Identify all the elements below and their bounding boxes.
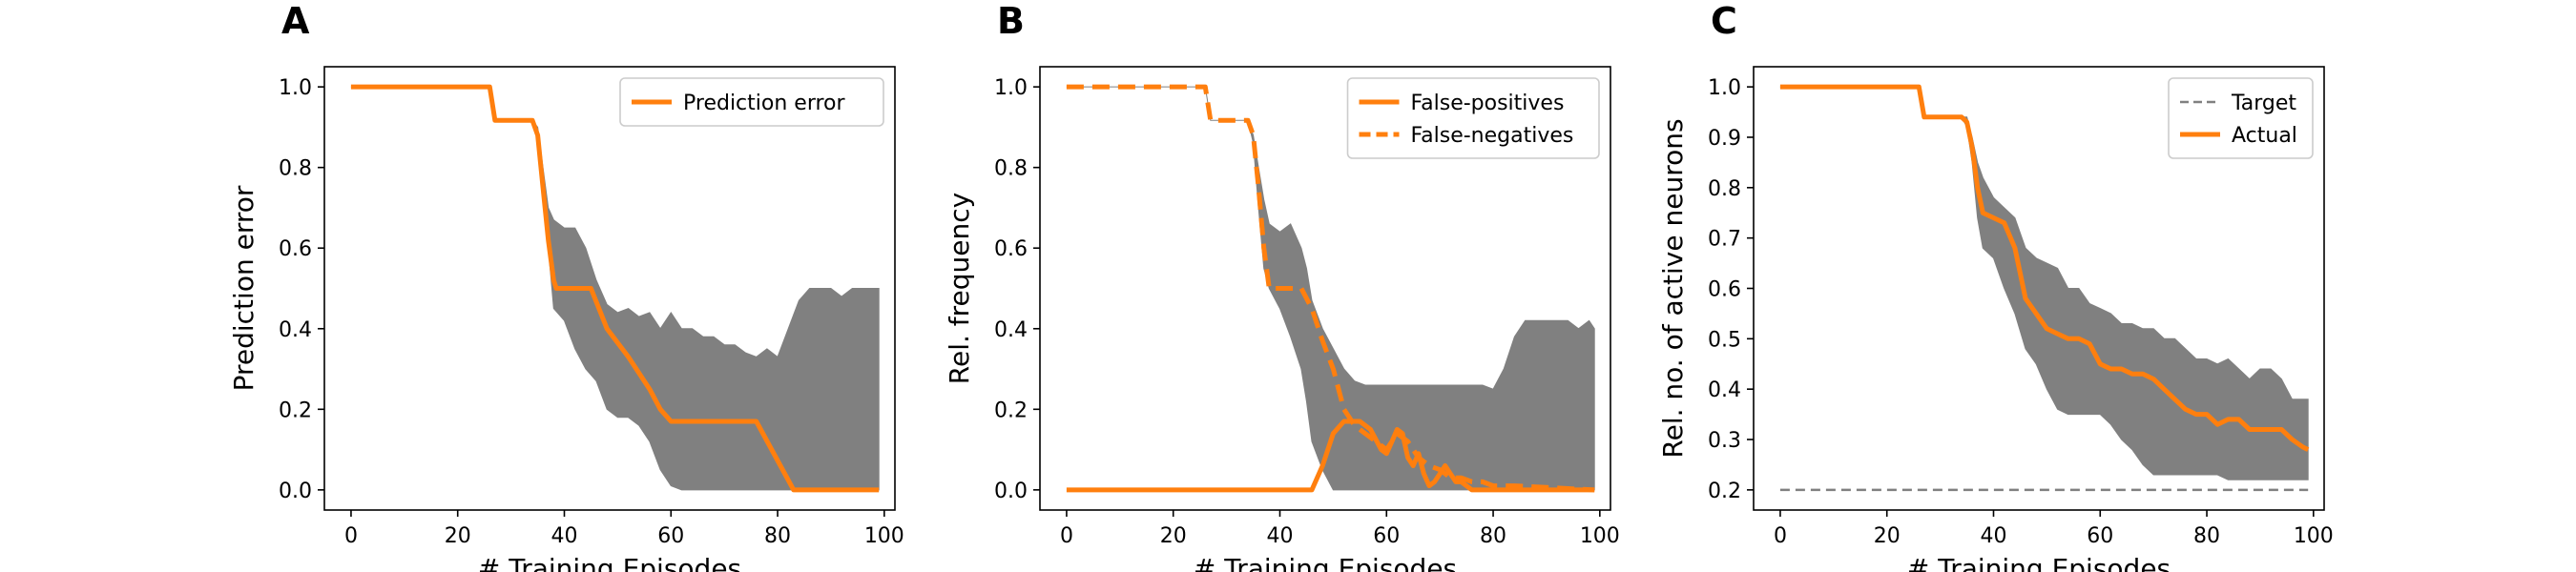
y-tick-label: 0.2: [994, 398, 1028, 422]
y-tick-label: 0.8: [994, 157, 1028, 181]
confidence-band: [350, 86, 880, 491]
x-tick-label: 80: [2193, 524, 2220, 548]
panel-c: 0 20 40 60 80 100 0.2 0.3 0.4 0.5 0.6 0.7 0.8 0.9 1.0 #…: [1657, 0, 2334, 572]
y-tick-label: 0.9: [1708, 127, 1741, 151]
y-tick-label: 0.3: [1708, 429, 1741, 453]
series-line-false-negatives: [1066, 84, 1595, 493]
legend-entry: Target: [2231, 92, 2296, 115]
y-tick-label: 0.7: [1708, 228, 1741, 252]
y-tick-label: 0.6: [994, 237, 1028, 261]
y-axis-label: Rel. no. of active neurons: [1657, 118, 1689, 458]
legend-entry: Actual: [2232, 124, 2297, 148]
y-tick-label: 0.0: [279, 480, 312, 503]
legend-entry: False-negatives: [1411, 124, 1574, 148]
legend-box: [2168, 77, 2314, 159]
y-axis-label: Prediction error: [228, 185, 260, 391]
y-tick-label: 0.6: [279, 237, 312, 261]
y-tick-label: 1.0: [994, 76, 1028, 100]
axes-frame: [323, 66, 896, 511]
x-tick-label: 100: [2294, 524, 2334, 548]
y-tick-label: 0.4: [994, 318, 1028, 342]
x-tick-label: 80: [1480, 524, 1506, 548]
panel-b: 0 20 40 60 80 100 0.0 0.2 0.4 0.6 0.8 1.0 # Training…: [944, 0, 1620, 572]
x-tick-label: 40: [1266, 524, 1293, 548]
confidence-band: [1066, 86, 1595, 491]
y-axis-label: Rel. frequency: [944, 193, 975, 384]
panel-label: A: [281, 0, 310, 42]
series-line-prediction-error: [350, 84, 880, 493]
legend: Target Actual: [2168, 77, 2314, 159]
panel-a: 0 20 40 60 80 100 0.0 0.2 0.4 0.6 0.8 1.0 # Training…: [228, 0, 904, 572]
x-tick-label: 100: [864, 524, 904, 548]
x-tick-label: 80: [764, 524, 791, 548]
x-tick-label: 60: [1373, 524, 1400, 548]
x-tick-label: 20: [1160, 524, 1187, 548]
x-tick-label: 40: [551, 524, 577, 548]
y-tick-label: 1.0: [1708, 76, 1741, 100]
x-tick-label: 100: [1580, 524, 1620, 548]
legend-entry: Prediction error: [683, 92, 845, 115]
x-tick-label: 0: [1774, 524, 1787, 548]
y-tick-label: 0.0: [994, 480, 1028, 503]
x-tick-label: 40: [1980, 524, 2006, 548]
x-tick-label: 20: [445, 524, 471, 548]
x-tick-label: 60: [2087, 524, 2113, 548]
y-tick-label: 1.0: [279, 76, 312, 100]
y-tick-label: 0.6: [1708, 278, 1741, 302]
y-tick-label: 0.8: [279, 157, 312, 181]
x-axis-label: # Training Episodes: [478, 553, 741, 572]
x-axis-label: # Training Episodes: [1194, 553, 1457, 572]
x-tick-label: 0: [344, 524, 358, 548]
axes-frame: [1039, 66, 1611, 511]
confidence-band: [1779, 86, 2309, 480]
legend-box: [1346, 77, 1600, 159]
y-tick-label: 0.2: [279, 398, 312, 422]
y-tick-label: 0.8: [1708, 177, 1741, 201]
legend: Prediction error: [619, 77, 884, 127]
legend: False-positives False-negatives: [1346, 77, 1600, 159]
x-tick-label: 20: [1874, 524, 1901, 548]
y-tick-label: 0.4: [1708, 378, 1741, 402]
series-line-actual: [1779, 84, 2310, 452]
panel-label: C: [1711, 0, 1737, 42]
x-tick-label: 0: [1060, 524, 1073, 548]
x-axis-label: # Training Episodes: [1907, 553, 2171, 572]
y-tick-label: 0.5: [1708, 328, 1741, 352]
y-tick-label: 0.2: [1708, 480, 1741, 503]
legend-entry: False-positives: [1411, 92, 1565, 115]
panel-label: B: [997, 0, 1025, 42]
y-tick-label: 0.4: [279, 318, 312, 342]
x-tick-label: 60: [657, 524, 684, 548]
legend-box: [619, 77, 884, 127]
